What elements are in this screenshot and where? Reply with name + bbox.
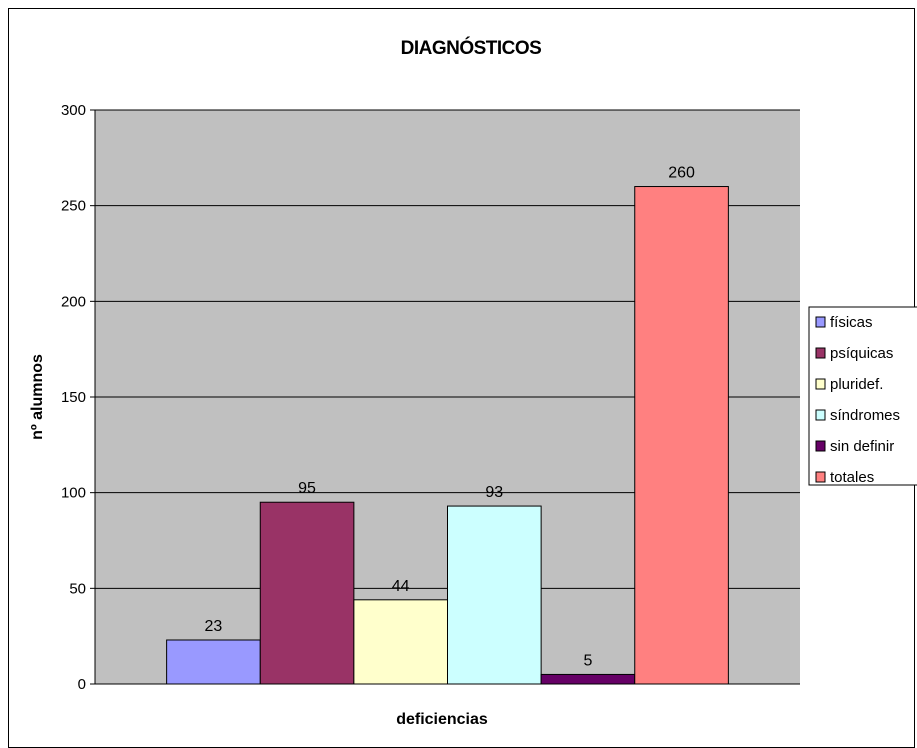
legend-label: síndromes bbox=[830, 407, 900, 424]
legend-swatch bbox=[815, 440, 826, 452]
x-axis-label: deficiencias bbox=[396, 711, 488, 728]
data-label: 93 bbox=[485, 484, 503, 501]
legend-swatch bbox=[815, 378, 826, 390]
legend-label: sin definir bbox=[830, 438, 894, 455]
y-tick-label: 200 bbox=[61, 293, 86, 310]
legend-swatch bbox=[815, 409, 826, 421]
legend-swatch bbox=[815, 316, 826, 328]
legend-label: físicas bbox=[830, 314, 873, 331]
legend-label: psíquicas bbox=[830, 345, 893, 362]
y-tick-label: 300 bbox=[61, 102, 86, 119]
chart-title: DIAGNÓSTICOS bbox=[401, 37, 542, 59]
y-axis-label: nº alumnos bbox=[29, 354, 46, 440]
bars bbox=[166, 186, 729, 685]
data-label: 5 bbox=[583, 652, 592, 669]
data-label: 44 bbox=[392, 578, 410, 595]
y-tick-label: 150 bbox=[61, 389, 86, 406]
legend-box bbox=[808, 306, 917, 486]
y-tick-label: 100 bbox=[61, 485, 86, 502]
y-tick-label: 50 bbox=[69, 580, 86, 597]
legend-swatch bbox=[815, 471, 826, 483]
legend-swatch bbox=[815, 347, 826, 359]
legend-label: pluridef. bbox=[830, 376, 883, 393]
y-tick-label: 250 bbox=[61, 198, 86, 215]
y-tick-label: 0 bbox=[78, 676, 86, 693]
bar-sin-definir bbox=[540, 673, 636, 685]
bar-s-ndromes bbox=[447, 505, 542, 685]
legend-label: totales bbox=[830, 469, 874, 486]
data-label: 95 bbox=[298, 480, 316, 497]
data-label: 23 bbox=[205, 618, 223, 635]
bar-f-sicas bbox=[166, 639, 261, 685]
data-labels: 23 95 44 93 5 260 bbox=[205, 165, 695, 670]
bar-totales bbox=[634, 186, 729, 685]
bar-ps-quicas bbox=[259, 501, 355, 685]
bar-pluridef- bbox=[353, 599, 449, 685]
legend: físicas psíquicas pluridef. síndromes sin de… bbox=[808, 306, 917, 486]
data-label: 260 bbox=[668, 165, 695, 182]
